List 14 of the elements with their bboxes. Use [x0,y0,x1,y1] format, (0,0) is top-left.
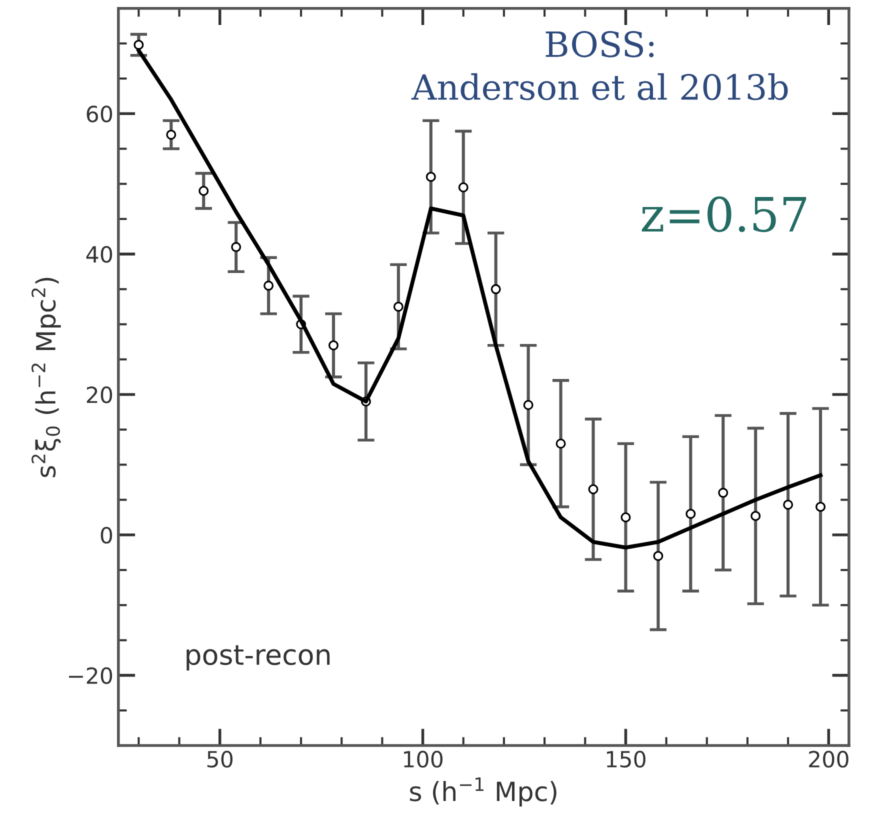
x-tick-label: 50 [207,750,233,768]
y-tick-label: 20 [86,386,112,404]
x-tick-label: 150 [606,750,646,768]
annotation: z=0.57 [642,196,806,232]
y-tick-label: −20 [68,667,112,684]
y-tick-label: 40 [86,246,112,263]
x-tick-label: 200 [809,750,848,768]
x-axis-title: s (h$^{−1}$ Mpc) [410,777,556,807]
y-tick-label: 0 [100,526,112,544]
x-tick-label: 100 [404,750,443,768]
y-tick-label: 60 [86,106,112,122]
text: s$^{2}$ξ$_{0}$ (h$^{−2}$ Mpc$^{2}$) [32,278,61,478]
annotation: post-recon [186,645,330,671]
annotation: BOSS: Anderson et al 2013b [411,31,788,100]
